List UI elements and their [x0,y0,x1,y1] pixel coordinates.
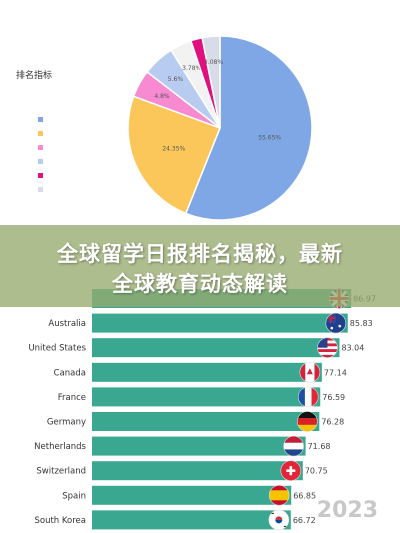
pie-slice-label-3: 5.6% [168,76,184,83]
legend-swatch [38,186,43,192]
bar-3 [92,362,322,382]
bar-6 [92,436,306,456]
pie-legend-item [38,112,118,126]
headline-banner [0,225,400,307]
pie-legend-item [38,140,118,154]
pie-slice-label-2: 4.8% [154,93,170,100]
south-korea-flag-icon [268,509,290,531]
canada-flag-icon [299,362,321,383]
spain-flag-icon [268,485,290,506]
legend-swatch [38,116,43,122]
pie-chart: 55.65% 24.35% 4.8% 5.6% 3.78%3.08% [127,35,313,221]
bar-value-label: 85.83 [350,319,373,328]
headline-line-2: 全球教育动态解读 [112,272,288,296]
pie-legend-item [38,126,118,140]
pie-slice-label-4: 3.78% [182,65,201,72]
pie-legend-item [38,168,118,182]
pie-legend-title: 排名指标 [16,71,53,81]
pie-slice-label-0: 55.65% [258,135,281,142]
bar-value-label: 66.72 [293,516,316,525]
bar-category-label: United States [28,344,86,354]
headline-line-1: 全球留学日报排名揭秘，最新 [57,242,343,266]
bar-category-label: Germany [47,418,86,428]
switzerland-flag-icon [280,460,302,481]
legend-swatch [38,172,43,178]
pie-slice-0 [184,35,313,221]
us-flag-icon [317,337,338,358]
pie-chart-panel: 55.65% 24.35% 4.8% 5.6% 3.78% 3.08% 排名指标 [0,0,400,230]
bar-8 [92,485,292,505]
year-label: 2023 [316,498,378,523]
bar-value-label: 76.59 [322,393,345,402]
bar-5 [92,412,320,431]
bar-category-label: Canada [54,368,86,378]
bar-value-label: 66.85 [293,491,316,500]
australia-flag-icon [325,312,347,334]
bar-category-label: Switzerland [36,467,86,477]
legend-swatch [38,130,43,136]
bar-2 [92,338,340,358]
legend-swatch [38,158,43,164]
france-flag-icon [297,386,319,408]
bar-category-label: Australia [48,319,86,329]
pie-slice-label-1: 24.35% [162,146,185,153]
pie-legend-item [38,154,118,168]
netherlands-flag-icon [283,435,304,457]
pie-legend-item [38,182,118,196]
bar-7 [92,461,303,481]
pie-slice-6 [201,35,221,129]
bar-value-label: 71.68 [308,442,331,451]
bar-9 [92,510,291,530]
bar-value-label: 76.28 [321,418,344,427]
bar-category-label: Netherlands [34,442,86,452]
bar-category-label: France [58,393,86,403]
bar-1 [92,313,348,333]
pie-slice-1 [127,95,221,215]
bar-category-label: South Korea [34,516,86,526]
germany-flag-icon [297,411,318,432]
bar-value-label: 83.04 [341,344,364,353]
bar-4 [92,387,321,407]
legend-swatch [38,144,43,150]
bar-chart: United Kingdom86.97Australia85.83United … [18,288,376,531]
pie-slice-label-6: 3.08% [204,59,223,66]
bar-category-label: Spain [62,491,86,501]
pie-legend [38,112,118,196]
bar-value-label: 70.75 [305,467,328,476]
bar-value-label: 77.14 [324,368,347,377]
